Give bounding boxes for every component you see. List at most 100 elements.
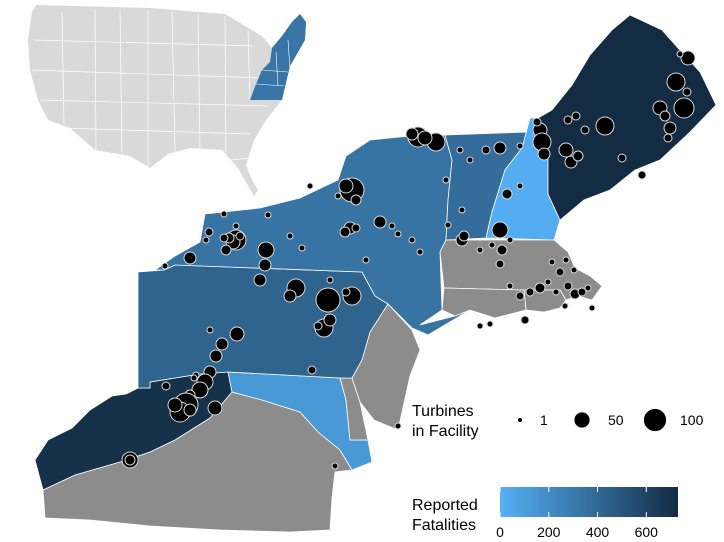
facility-point [323,313,337,327]
facility-point [534,282,546,294]
facility-point [580,125,590,135]
facility-point [563,281,573,291]
facility-point [516,182,524,190]
facility-point [417,130,433,146]
facility-point [572,150,584,162]
facility-point [298,244,306,252]
facility-point [394,422,402,430]
facility-point [338,178,354,194]
facility-point [326,276,334,284]
facility-point [637,170,647,180]
facility-point [555,267,565,277]
facility-point [659,110,671,122]
facility-point [161,262,169,270]
facility-point [408,236,416,244]
facility-point [466,156,474,164]
facility-point [258,258,272,272]
facility-point [444,221,452,229]
facility-point [577,287,587,297]
facility-point [204,227,214,237]
facility-point [520,315,530,325]
facility-point [351,223,361,233]
facility-point [442,176,450,184]
size-legend-label-1: 1 [540,412,548,428]
color-legend-title-line1: Reported [412,497,478,514]
facility-point [680,50,696,66]
facility-point [588,304,596,312]
facility-point [506,236,514,244]
us-inset-state-lines [31,8,269,166]
facility-point [124,454,136,466]
facility-point [306,182,314,190]
size-legend-title-line1: Turbines [412,403,474,420]
facility-point [558,142,574,158]
facility-point [405,127,419,141]
facility-point [220,210,228,218]
facility-point [286,232,294,240]
facility-point [388,222,396,230]
facility-points [121,50,696,470]
facility-point [488,241,496,249]
facility-point [544,278,552,286]
colorbar-tick-label: 400 [586,524,610,540]
facility-point [339,226,351,238]
facility-point [183,403,197,417]
facility-point [458,230,470,242]
facility-point [220,244,232,256]
facility-point [315,287,341,313]
facility-point [416,248,424,256]
facility-point [532,117,542,127]
size-legend-title-line2: in Facility [412,423,479,440]
facility-point [584,284,592,292]
facility-point [663,133,673,143]
us-inset-northeast [250,14,306,100]
facility-point [663,121,677,135]
facility-point [456,146,464,154]
facility-point [476,322,484,330]
size-legend-label-100: 100 [680,412,704,428]
facility-point [476,246,484,254]
facility-point [458,206,466,214]
facility-point [264,211,272,219]
facility-point [209,349,223,363]
colorbar-tick-label: 200 [537,524,561,540]
facility-point [486,320,494,328]
facility-point [373,215,387,229]
facility-point [495,259,505,269]
facility-point [219,233,229,243]
size-legend-point-100 [643,408,667,432]
facility-point [257,241,275,259]
facility-point [571,111,581,121]
facility-point [496,244,508,256]
facility-point [341,287,351,297]
facility-point [331,462,339,470]
facility-point [215,337,229,351]
size-legend: Turbines in Facility 1 50 100 [412,403,704,440]
facility-point [350,194,362,206]
facility-point [682,87,692,97]
size-legend-point-1 [517,417,523,423]
facility-point [481,145,491,155]
facility-point [394,230,402,238]
facility-point [537,147,551,161]
state-polygons [34,14,717,533]
facility-point [525,287,535,297]
facility-point [673,97,695,119]
facility-point [161,381,171,391]
facility-point [362,256,370,264]
facility-point [515,291,525,301]
facility-point [506,282,514,290]
facility-point [595,116,615,136]
facility-point [501,188,513,200]
state-connecticut [441,287,527,319]
facility-point [206,326,214,334]
facility-point [570,266,578,274]
size-legend-point-50 [573,411,591,429]
facility-point [491,221,509,239]
facility-point [552,288,560,296]
facility-point [232,222,240,230]
colorbar-tick-label: 600 [635,524,659,540]
facility-point [202,236,210,244]
facility-point [190,374,198,382]
